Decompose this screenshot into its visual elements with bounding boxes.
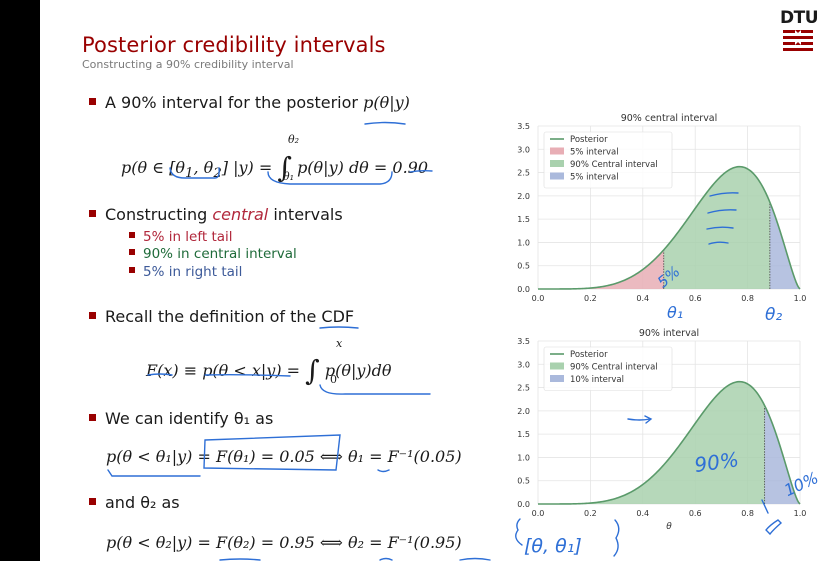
y-tick-label: 2.5: [517, 384, 530, 393]
left-black-bar: [0, 0, 40, 561]
y-tick-label: 1.0: [517, 238, 530, 247]
legend-box: [543, 346, 673, 391]
x-tick-label: 1.0: [794, 509, 807, 518]
y-tick-label: 3.0: [517, 145, 530, 154]
bullet-text: A 90% interval for the posterior: [105, 93, 358, 112]
bullet-square: [129, 249, 135, 255]
x-tick-label: 0.2: [584, 509, 597, 518]
x-tick-label: 0.0: [532, 509, 545, 518]
bullet-posterior-interval: A 90% interval for the posterior p(θ|y): [89, 93, 410, 112]
legend-label: 90% Central interval: [570, 160, 658, 170]
legend-swatch: [550, 362, 564, 370]
legend-label: Posterior: [570, 135, 608, 145]
subbullet-left-tail: 5% in left tail: [129, 229, 233, 245]
integral-upper-limit: x: [336, 337, 343, 350]
subbullet-right-tail: 5% in right tail: [129, 264, 242, 280]
bullet-square: [89, 312, 96, 319]
bullet-square: [89, 414, 96, 421]
bullet-square: [129, 232, 135, 238]
y-tick-label: 3.5: [517, 122, 530, 131]
bullet-text-prefix: Constructing: [105, 205, 208, 224]
y-tick-label: 2.0: [517, 192, 530, 201]
equation-theta2: p(θ < θ₂|y) = F(θ₂) = 0.95 ⟺ θ₂ = F⁻¹(0.…: [106, 533, 462, 552]
integral-lower-limit: 0: [330, 373, 337, 386]
equation-cdf: F(x) ≡ p(θ < x|y) = ∫ p(θ|y)dθ: [146, 350, 392, 387]
bullet-text: and θ₂ as: [105, 493, 180, 512]
x-tick-label: 0.6: [689, 294, 702, 303]
legend-label: 5% interval: [570, 173, 619, 183]
interval-fill: [538, 249, 664, 289]
bullet-cdf: Recall the definition of the CDF: [89, 307, 354, 326]
y-tick-label: 0.0: [517, 500, 530, 509]
x-tick-label: 0.8: [741, 509, 754, 518]
chart-title: 90% interval: [639, 328, 699, 339]
chart-central-interval: 90% central interval 0.0 0.2 0.4 0.6 0.8 1.0 0.…: [517, 113, 807, 303]
subbullet-central: 90% in central interval: [129, 246, 297, 262]
y-tick-label: 1.0: [517, 453, 530, 462]
bullet-text-suffix: intervals: [273, 205, 343, 224]
x-tick-label: 0.6: [689, 509, 702, 518]
bullet-square: [129, 267, 135, 273]
bullet-math: p(θ|y): [363, 93, 410, 112]
equation-text: F(x) ≡ p(θ < x|y) =: [146, 361, 306, 380]
legend-swatch: [550, 375, 564, 382]
y-tick-label: 2.5: [517, 169, 530, 178]
x-tick-label: 0.4: [636, 509, 649, 518]
x-tick-label: 0.8: [741, 294, 754, 303]
chart-ninety-interval: 90% interval 0.0 0.2 0.4 0.6 0.8 1.0 0.0 0.5 1.0 1…: [517, 328, 807, 532]
chart-title: 90% central interval: [621, 113, 718, 124]
legend-label: 90% Central interval: [570, 363, 658, 373]
dtu-logo: DTU: [780, 8, 819, 56]
equation-text: p(θ ∈ [θ1, θ2] |y) =: [121, 158, 278, 182]
bullet-text-emphasis: central: [212, 205, 269, 224]
x-tick-label: 0.4: [636, 294, 649, 303]
interval-fill: [538, 381, 765, 504]
x-axis-label: θ: [666, 522, 672, 532]
equation-interval-probability: p(θ ∈ [θ1, θ2] |y) = ∫ p(θ|y) dθ = 0.90: [121, 147, 429, 184]
integral-sign: ∫: [305, 354, 320, 387]
bullet-square: [89, 498, 96, 505]
y-tick-label: 1.5: [517, 215, 530, 224]
integral-body: p(θ|y) dθ = 0.90: [297, 158, 429, 177]
bullet-central-intervals: Constructing central intervals: [89, 205, 343, 224]
legend-label: 5% interval: [570, 148, 619, 158]
bullet-theta2: and θ₂ as: [89, 493, 180, 512]
bullet-identify-theta1: We can identify θ₁ as: [89, 409, 273, 428]
y-tick-label: 3.5: [517, 337, 530, 346]
legend-swatch: [550, 172, 564, 180]
legend-swatch: [550, 147, 564, 155]
equation-theta1: p(θ < θ₁|y) = F(θ₁) = 0.05 ⟺ θ₁ = F⁻¹(0.…: [106, 447, 462, 466]
posterior-curve: [538, 380, 801, 505]
x-tick-label: 0.0: [532, 294, 545, 303]
subbullet-text: 5% in left tail: [143, 229, 233, 245]
subbullet-text: 5% in right tail: [143, 264, 243, 280]
subbullet-text: 90% in central interval: [143, 246, 297, 262]
y-tick-label: 1.5: [517, 430, 530, 439]
bullet-text: Recall the definition of the CDF: [105, 307, 355, 326]
bullet-square: [89, 98, 96, 105]
integral-body: p(θ|y)dθ: [324, 361, 392, 380]
bullet-text: We can identify θ₁ as: [105, 409, 274, 428]
legend-label: Posterior: [570, 350, 608, 360]
y-tick-label: 2.0: [517, 407, 530, 416]
integral-upper-limit: θ₂: [288, 133, 300, 146]
integral-lower-limit: θ₁: [283, 170, 295, 183]
y-tick-label: 0.5: [517, 477, 530, 486]
posterior-curve: [538, 165, 801, 290]
y-tick-label: 0.0: [517, 285, 530, 294]
bullet-square: [89, 210, 96, 217]
y-tick-label: 3.0: [517, 360, 530, 369]
legend-swatch: [550, 160, 564, 167]
legend-box: [543, 131, 673, 189]
slide-subtitle: Constructing a 90% credibility interval: [82, 58, 294, 71]
x-tick-label: 0.2: [584, 294, 597, 303]
x-tick-label: 1.0: [794, 294, 807, 303]
slide-title: Posterior credibility intervals: [82, 33, 386, 57]
legend-label: 10% interval: [570, 375, 624, 385]
dtu-logo-text: DTU: [780, 8, 819, 28]
dtu-logo-icon: [783, 30, 813, 51]
y-tick-label: 0.5: [517, 262, 530, 271]
